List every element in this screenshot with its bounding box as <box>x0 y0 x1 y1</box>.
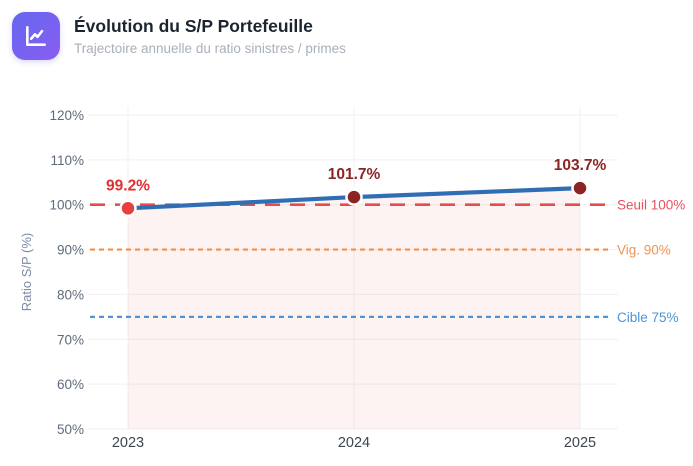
data-point-label: 103.7% <box>554 157 607 174</box>
area-fill <box>128 188 580 429</box>
x-tick-label: 2023 <box>112 435 144 451</box>
y-tick-label: 50% <box>57 422 84 437</box>
line-chart-icon-glyph <box>26 26 46 46</box>
y-tick-label: 60% <box>57 377 84 392</box>
y-tick-label: 80% <box>57 287 84 302</box>
line-chart-icon <box>12 12 60 60</box>
y-tick-label: 100% <box>49 198 84 213</box>
data-point[interactable] <box>345 188 363 206</box>
y-tick-label: 70% <box>57 332 84 347</box>
data-point-label: 101.7% <box>328 166 381 183</box>
data-point-label: 99.2% <box>106 177 150 194</box>
page-subtitle: Trajectoire annuelle du ratio sinistres … <box>74 40 346 56</box>
reference-line-label: Seuil 100% <box>617 198 685 213</box>
reference-line-label: Cible 75% <box>617 310 679 325</box>
y-axis-title: Ratio S/P (%) <box>19 233 34 312</box>
y-tick-label: 120% <box>49 108 84 123</box>
y-tick-label: 90% <box>57 243 84 258</box>
card-header: Évolution du S/P Portefeuille Trajectoir… <box>12 12 346 60</box>
reference-line-label: Vig. 90% <box>617 243 671 258</box>
data-point[interactable] <box>571 179 589 197</box>
x-tick-label: 2025 <box>564 435 596 451</box>
x-tick-label: 2024 <box>338 435 370 451</box>
y-tick-label: 110% <box>50 153 84 168</box>
data-point[interactable] <box>119 199 137 218</box>
header-text: Évolution du S/P Portefeuille Trajectoir… <box>74 16 346 56</box>
page-title: Évolution du S/P Portefeuille <box>74 16 313 37</box>
